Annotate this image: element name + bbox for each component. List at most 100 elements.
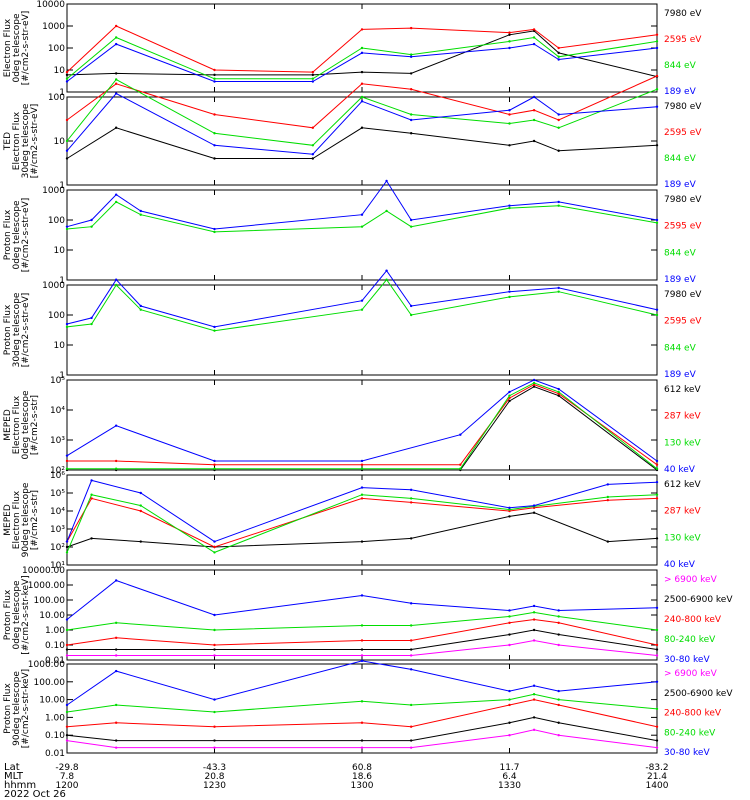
legend-entry: 2595 eV <box>664 222 702 232</box>
data-point <box>557 390 560 394</box>
legend-entry: 40 keV <box>664 465 696 475</box>
legend-entry: 130 keV <box>664 438 701 448</box>
data-point <box>409 746 413 749</box>
data-point <box>655 648 659 651</box>
data-point <box>114 636 118 640</box>
data-point <box>213 77 216 80</box>
legend-entry: > 6900 keV <box>664 669 718 679</box>
data-point <box>532 383 536 386</box>
footer-tick-mlt: 20.8 <box>204 772 224 782</box>
data-point <box>532 611 536 614</box>
y-tick-label: 1 <box>59 371 65 381</box>
legend-entry: 80-240 keV <box>664 728 716 738</box>
legend-entry: 130 keV <box>664 533 701 543</box>
data-point <box>655 308 659 311</box>
data-point <box>557 58 560 61</box>
data-point <box>557 643 560 647</box>
data-point <box>90 537 93 540</box>
series-line <box>66 716 658 742</box>
data-point <box>655 218 659 222</box>
data-point <box>409 639 413 642</box>
data-point <box>606 495 610 499</box>
data-point <box>90 225 93 228</box>
y-tick-label: 100 <box>48 216 65 226</box>
data-point <box>508 633 511 636</box>
data-point <box>532 385 536 388</box>
data-point <box>360 459 364 463</box>
footer-tick-hhmm: 1400 <box>646 781 669 791</box>
series-line <box>67 639 658 656</box>
footer-tick-mlt: 18.6 <box>352 772 372 782</box>
data-point <box>311 80 315 83</box>
series-line <box>66 127 658 159</box>
legend-entry: 7980 eV <box>664 9 702 19</box>
data-point <box>139 308 142 311</box>
data-point <box>532 139 536 143</box>
data-point <box>409 537 413 540</box>
data-point <box>360 486 364 489</box>
data-point <box>557 55 560 58</box>
data-point <box>385 269 388 272</box>
data-point <box>409 668 413 671</box>
y-axis-label: MEPED <box>3 409 13 441</box>
y-axis-label: 0deg telescope <box>21 390 31 460</box>
panel-4: 1 10 100 1000 Proton Flux 30deg telescope [#/c… <box>3 269 702 381</box>
data-point <box>409 497 413 500</box>
panel-5: 10² 10³ 10⁴ 10⁵ MEPED Electron Flux 0deg teles… <box>3 376 701 476</box>
data-point <box>360 46 364 50</box>
series-line <box>66 43 658 82</box>
data-point <box>606 540 610 543</box>
series-line <box>66 479 658 543</box>
y-axis-label: 0deg telescope <box>12 13 22 83</box>
legend-entry: 189 eV <box>664 87 697 97</box>
y-axis-label: TED <box>3 132 13 151</box>
data-point <box>114 126 118 129</box>
series-line <box>66 78 658 146</box>
y-tick-label: 10 <box>54 137 66 147</box>
data-point <box>508 144 511 147</box>
y-axis-label: Proton Flux <box>3 683 13 734</box>
data-point <box>508 515 511 518</box>
data-point <box>360 82 364 85</box>
data-point <box>655 497 659 500</box>
series-line <box>66 512 658 548</box>
data-point <box>213 230 216 234</box>
data-point <box>557 721 560 724</box>
data-point <box>360 648 364 651</box>
data-point <box>557 615 560 618</box>
data-point <box>557 689 560 693</box>
footer-row-hhmm: hhmm <box>4 780 36 791</box>
data-point <box>360 213 364 216</box>
legend-entry: 844 eV <box>664 61 697 71</box>
data-point <box>65 227 69 231</box>
data-point <box>90 497 93 500</box>
data-point <box>360 497 364 500</box>
data-point <box>508 643 511 647</box>
data-point <box>114 82 118 85</box>
data-point <box>409 72 413 75</box>
data-point <box>409 501 413 504</box>
data-point <box>65 77 69 80</box>
y-tick-label: 1000.00 <box>28 581 65 591</box>
data-point <box>360 594 364 597</box>
y-axis-label: Electron Flux <box>3 18 13 77</box>
y-axis-label: [#/cm2-s-str-eV] <box>21 293 31 368</box>
data-point <box>508 295 511 299</box>
data-point <box>114 200 118 204</box>
data-point <box>557 387 560 391</box>
data-point <box>65 149 69 152</box>
data-point <box>65 643 69 647</box>
data-point <box>213 463 216 466</box>
panel-6: 10¹ 10² 10³ 10⁴ 10⁵ 10⁶ MEPED Electron Flux 90de… <box>3 471 701 571</box>
data-point <box>65 454 69 457</box>
series-line <box>66 75 658 129</box>
legend-entry: 287 keV <box>664 507 701 517</box>
data-point <box>655 725 659 728</box>
y-axis-label: [#/cm2-s-str] <box>30 490 40 550</box>
data-point <box>114 283 118 287</box>
data-point <box>532 378 536 382</box>
data-point <box>114 579 118 582</box>
y-axis-label: 30deg telescope <box>21 103 31 178</box>
